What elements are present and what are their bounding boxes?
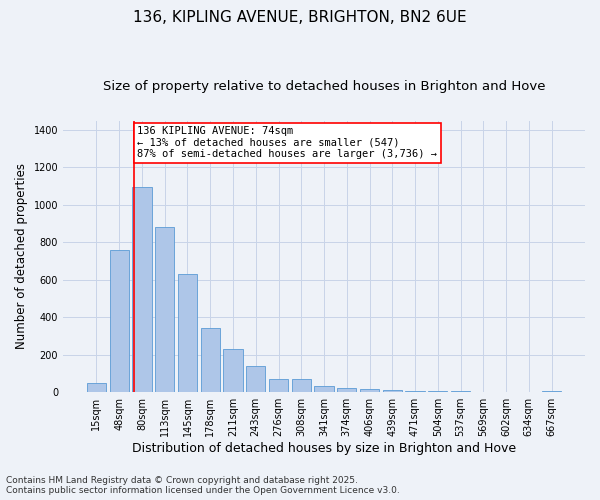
- Text: 136 KIPLING AVENUE: 74sqm
← 13% of detached houses are smaller (547)
87% of semi: 136 KIPLING AVENUE: 74sqm ← 13% of detac…: [137, 126, 437, 160]
- Bar: [110, 250, 129, 392]
- X-axis label: Distribution of detached houses by size in Brighton and Hove: Distribution of detached houses by size …: [132, 442, 516, 455]
- Bar: [246, 366, 265, 392]
- Bar: [269, 380, 288, 392]
- Bar: [542, 390, 561, 392]
- Bar: [155, 228, 175, 392]
- Y-axis label: Number of detached properties: Number of detached properties: [15, 164, 28, 350]
- Text: Contains HM Land Registry data © Crown copyright and database right 2025.
Contai: Contains HM Land Registry data © Crown c…: [6, 476, 400, 495]
- Bar: [360, 389, 379, 392]
- Bar: [200, 328, 220, 392]
- Bar: [178, 274, 197, 392]
- Bar: [314, 386, 334, 392]
- Title: Size of property relative to detached houses in Brighton and Hove: Size of property relative to detached ho…: [103, 80, 545, 93]
- Bar: [383, 390, 402, 392]
- Text: 136, KIPLING AVENUE, BRIGHTON, BN2 6UE: 136, KIPLING AVENUE, BRIGHTON, BN2 6UE: [133, 10, 467, 25]
- Bar: [451, 390, 470, 392]
- Bar: [87, 383, 106, 392]
- Bar: [223, 349, 242, 392]
- Bar: [337, 388, 356, 392]
- Bar: [132, 187, 152, 392]
- Bar: [292, 380, 311, 392]
